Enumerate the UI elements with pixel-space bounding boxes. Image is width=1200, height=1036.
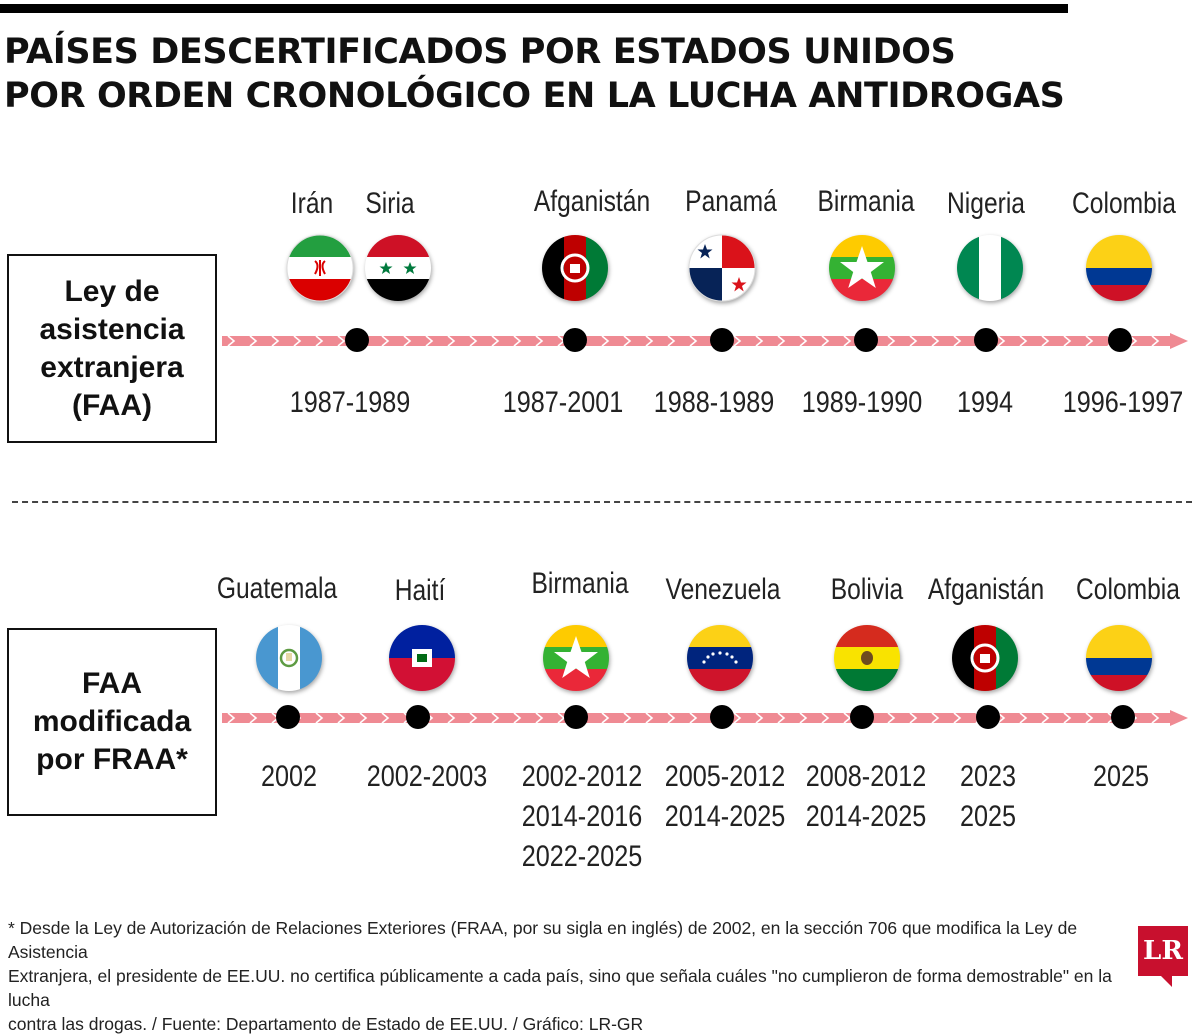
timeline-dot [406, 705, 430, 729]
bolivia-flag-icon [833, 624, 901, 692]
category-line: extranjera [40, 350, 184, 384]
timeline-dot [710, 705, 734, 729]
country-label: Colombia [1076, 573, 1180, 606]
country-label: Venezuela [665, 573, 781, 606]
year-range: 2005-2012 2014-2025 [664, 760, 786, 833]
country-label: Colombia [1072, 187, 1176, 220]
year-range: 1987-1989 [289, 386, 411, 419]
syria-flag-icon [364, 234, 432, 302]
iran-flag-icon [286, 234, 354, 302]
timeline-dot [1108, 328, 1132, 352]
timeline-dot [345, 328, 369, 352]
timeline-dot [854, 328, 878, 352]
category-line: por FRAA* [36, 743, 188, 776]
timeline-fraa [222, 710, 1188, 726]
timeline-dot [564, 705, 588, 729]
afghanistan-flag-icon [541, 234, 609, 302]
country-label: Irán [290, 187, 334, 220]
year-range: 2025 [1092, 760, 1150, 793]
top-rule [0, 4, 1068, 13]
timeline-dot [563, 328, 587, 352]
myanmar-flag-icon [828, 234, 896, 302]
country-label: Bolivia [830, 573, 904, 606]
country-label: Guatemala [216, 572, 338, 605]
country-label: Afganistán [927, 573, 1045, 606]
category-box-fraa: FAA modificada por FRAA* [7, 628, 217, 816]
nigeria-flag-icon [956, 234, 1024, 302]
year-range: 1996-1997 [1062, 386, 1184, 419]
footnote-line: Extranjera, el presidente de EE.UU. no c… [8, 966, 1112, 1010]
title-line-1: PAÍSES DESCERTIFICADOS POR ESTADOS UNIDO… [4, 32, 956, 72]
page-title: PAÍSES DESCERTIFICADOS POR ESTADOS UNIDO… [4, 30, 1065, 118]
year-range: 2002-2003 [366, 760, 488, 793]
timeline-dot [1111, 705, 1135, 729]
myanmar-flag-icon [542, 624, 610, 692]
year-range: 2023 2025 [959, 760, 1017, 833]
timeline-dot [850, 705, 874, 729]
country-label: Panamá [685, 185, 777, 218]
timeline-dot [976, 705, 1000, 729]
haiti-flag-icon [388, 624, 456, 692]
colombia-flag-icon [1085, 234, 1153, 302]
year-range: 1994 [956, 386, 1014, 419]
category-line: (FAA) [72, 388, 152, 422]
country-label: Haití [394, 574, 446, 607]
country-label: Nigeria [947, 187, 1025, 220]
colombia-flag-icon [1085, 624, 1153, 692]
section-divider [12, 501, 1192, 503]
country-label: Siria [365, 187, 415, 220]
title-line-2: POR ORDEN CRONOLÓGICO EN LA LUCHA ANTIDR… [4, 76, 1065, 116]
year-range: 1989-1990 [801, 386, 923, 419]
category-box-faa: Ley de asistencia extranjera (FAA) [7, 254, 217, 443]
year-range: 2002 [260, 760, 318, 793]
year-range: 2008-2012 2014-2025 [805, 760, 927, 833]
guatemala-flag-icon [255, 624, 323, 692]
timeline-dot [710, 328, 734, 352]
category-line: FAA [82, 667, 142, 700]
country-label: Birmania [817, 185, 915, 218]
timeline-faa [222, 333, 1188, 349]
year-range: 2002-2012 2014-2016 2022-2025 [521, 760, 643, 873]
afghanistan-flag-icon [951, 624, 1019, 692]
country-label: Birmania [531, 567, 629, 600]
footnote-line: * Desde la Ley de Autorización de Relaci… [8, 918, 1078, 962]
timeline-dot [974, 328, 998, 352]
footnote-line: contra las drogas. / Fuente: Departament… [8, 1014, 644, 1034]
category-line: modificada [32, 705, 192, 738]
category-line: Ley de [64, 274, 160, 308]
footnote: * Desde la Ley de Autorización de Relaci… [8, 916, 1118, 1036]
year-range: 1987-2001 [502, 386, 624, 419]
category-line: asistencia [39, 312, 185, 346]
panama-flag-icon [688, 234, 756, 302]
lr-logo-tail [1160, 975, 1172, 987]
timeline-dot [276, 705, 300, 729]
year-range: 1988-1989 [653, 386, 775, 419]
country-label: Afganistán [533, 185, 651, 218]
lr-logo: LR [1138, 926, 1188, 976]
venezuela-flag-icon [686, 624, 754, 692]
